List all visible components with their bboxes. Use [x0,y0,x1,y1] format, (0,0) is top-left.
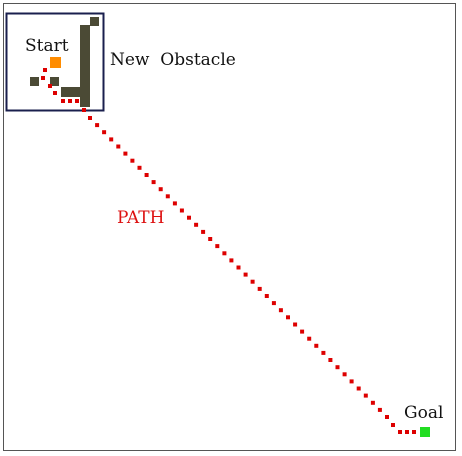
path-dot [314,343,319,348]
path-dot [137,165,142,170]
path-dot [215,244,220,249]
obstacle-small-block-mid [50,77,59,86]
path-dot [321,350,326,355]
path-dot [123,151,128,156]
map-frame [3,3,456,451]
path-dot [286,315,290,320]
path-dot [229,258,234,263]
path-dot [208,237,213,241]
path-dot [144,173,149,177]
new-obstacle-box [5,12,105,112]
path-dot [109,137,114,142]
path-label: PATH [117,208,164,228]
path-dot [68,99,72,103]
path-dot [370,400,375,405]
path-dot [250,279,255,284]
path-dot [385,415,389,419]
path-dot [41,76,45,80]
path-dot [391,423,395,427]
path-dot [257,286,262,291]
path-dots [41,68,416,434]
obstacle-group [30,17,99,107]
goal-marker [420,427,430,437]
path-dot [293,322,298,327]
path-dot [61,99,65,103]
path-dot [130,158,135,163]
path-dot [342,372,347,377]
path-dot [349,379,354,384]
path-dot [307,336,312,341]
path-dot [95,123,100,128]
path-dot [328,358,333,362]
path-dot [271,301,276,306]
obstacle-top-block [90,17,99,26]
path-dot [116,144,121,149]
path-dot [179,208,184,213]
obstacle-vertical-wall [80,25,90,107]
path-dot [405,430,409,434]
path-dot [48,84,52,88]
start-label: Start [25,36,69,56]
path-dot [82,108,86,112]
path-dot [172,201,177,206]
obstacle-small-block-left [30,77,39,86]
path-dot [43,68,47,72]
path-dot [201,229,206,234]
path-dot [53,91,57,95]
path-dot [412,430,416,434]
path-dot [236,265,241,270]
path-dot [278,308,283,313]
path-dot [75,99,79,103]
path-dot [243,272,248,277]
path-dot [158,187,163,192]
path-dot [264,294,269,298]
path-dot [377,407,382,412]
path-dot [88,116,92,120]
path-dot [165,194,170,199]
path-dot [222,251,227,256]
obstacle-horizontal-wall [61,87,81,97]
start-marker [50,57,61,68]
path-dot [335,365,340,370]
path-dot [187,215,191,220]
path-dot [102,130,107,135]
goal-label: Goal [404,403,443,423]
path-dot [356,386,361,391]
path-dot [194,222,199,227]
path-dot [363,393,368,398]
new-obstacle-label: New Obstacle [110,50,236,70]
path-dot [300,329,305,334]
path-dot [151,180,156,185]
path-dot [398,430,402,434]
